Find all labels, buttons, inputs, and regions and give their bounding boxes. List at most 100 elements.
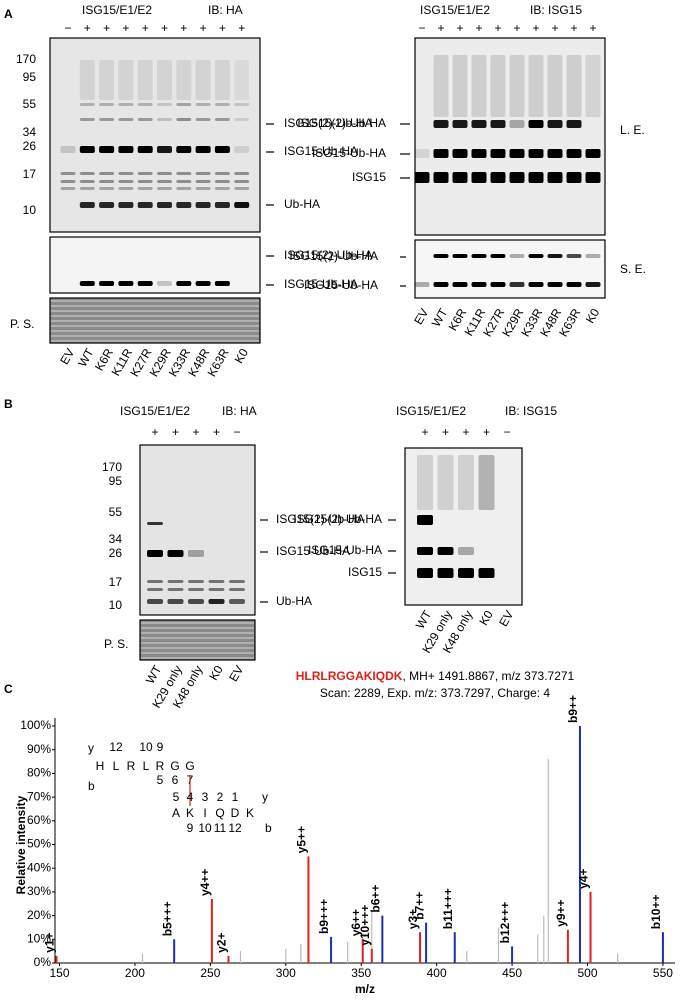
peak-label: y3+ <box>406 909 420 929</box>
y-tick-label: 0% <box>34 955 52 969</box>
band <box>528 172 544 183</box>
band <box>176 281 192 286</box>
band <box>547 254 563 258</box>
ion-number: 11 <box>214 821 227 835</box>
band <box>229 588 245 591</box>
band <box>528 282 544 287</box>
x-tick-label: 450 <box>502 966 522 980</box>
band-label: Ub-HA <box>284 197 320 211</box>
y-tick-label: 50% <box>27 837 51 851</box>
band <box>471 149 487 158</box>
ps-label: P. S. <box>10 317 34 331</box>
band <box>137 118 153 121</box>
band <box>509 254 525 258</box>
peak-label: b6++ <box>369 885 383 913</box>
band <box>585 55 601 117</box>
band <box>234 146 250 153</box>
band <box>79 172 95 175</box>
band <box>137 187 153 190</box>
band <box>437 547 454 555</box>
band <box>147 580 163 583</box>
mw-marker: 55 <box>109 505 123 519</box>
band <box>79 118 95 121</box>
y-tick-label: 60% <box>27 813 51 827</box>
mw-marker: 17 <box>109 575 123 589</box>
band <box>509 172 525 183</box>
band <box>433 254 449 258</box>
band-label: ISG15(2)-Ub-HA <box>284 116 373 130</box>
band-label: ISG15(2)-Ub-HA <box>289 249 378 263</box>
band <box>509 149 525 158</box>
band <box>137 146 153 153</box>
ion-number: 1 <box>232 790 239 804</box>
peak-label: y2+ <box>215 933 229 953</box>
lane-sign: + <box>475 21 482 35</box>
blot-antibody: IB: ISG15 <box>505 404 557 418</box>
peak-label: b9++ <box>566 695 580 723</box>
y-tick-label: 70% <box>27 789 51 803</box>
band <box>60 180 76 183</box>
band-label: ISG15(2)-Ub-HA <box>276 512 365 526</box>
band <box>79 60 95 100</box>
band <box>478 568 495 578</box>
band <box>188 580 204 583</box>
lane-sign: − <box>64 21 71 35</box>
band <box>214 180 230 183</box>
ion-series: y <box>262 790 268 804</box>
band <box>157 187 172 190</box>
band <box>195 146 211 153</box>
band-label: ISG15-Ub-HA <box>308 543 382 557</box>
band <box>176 146 192 153</box>
x-tick-label: 500 <box>577 966 597 980</box>
band <box>195 180 211 183</box>
band <box>566 172 582 183</box>
band <box>118 146 134 153</box>
ion-number: 2 <box>217 790 224 804</box>
band <box>137 281 153 286</box>
band <box>566 120 582 128</box>
band <box>566 55 582 117</box>
mw-marker: 170 <box>16 52 36 66</box>
residue: I <box>203 806 206 820</box>
x-tick-label: 200 <box>125 966 145 980</box>
band <box>214 146 230 153</box>
band <box>433 149 449 158</box>
mw-marker: 17 <box>23 167 37 181</box>
band <box>157 60 172 100</box>
peak-label: b9+++ <box>317 899 331 934</box>
x-tick-label: 150 <box>50 966 70 980</box>
band <box>566 149 582 158</box>
lane-sign: − <box>233 425 240 439</box>
ion-number: 9 <box>157 740 164 754</box>
x-tick-label: 300 <box>276 966 296 980</box>
band <box>417 515 433 525</box>
band <box>118 180 134 183</box>
band <box>414 172 430 183</box>
band <box>458 568 474 578</box>
ion-number: 10 <box>139 740 153 754</box>
band <box>234 180 250 183</box>
band <box>490 172 506 183</box>
residue: R <box>156 759 165 773</box>
band <box>99 60 115 100</box>
mw-marker: 34 <box>23 125 37 139</box>
band <box>167 580 184 583</box>
band <box>195 118 211 121</box>
band <box>208 599 225 604</box>
panel-label: C <box>4 682 13 696</box>
residue: G <box>170 759 179 773</box>
lane-sign: + <box>532 21 539 35</box>
band <box>157 202 172 208</box>
band <box>417 547 433 555</box>
y-tick-label: 10% <box>27 931 51 945</box>
band <box>188 588 204 591</box>
y-axis-label: Relative intensity <box>14 795 28 894</box>
band <box>167 550 184 557</box>
residue: Q <box>215 806 224 820</box>
lane-sign: − <box>503 425 510 439</box>
band <box>79 180 95 183</box>
lane-sign: + <box>570 21 577 35</box>
band <box>79 103 95 106</box>
band <box>478 455 495 510</box>
band <box>99 103 115 106</box>
